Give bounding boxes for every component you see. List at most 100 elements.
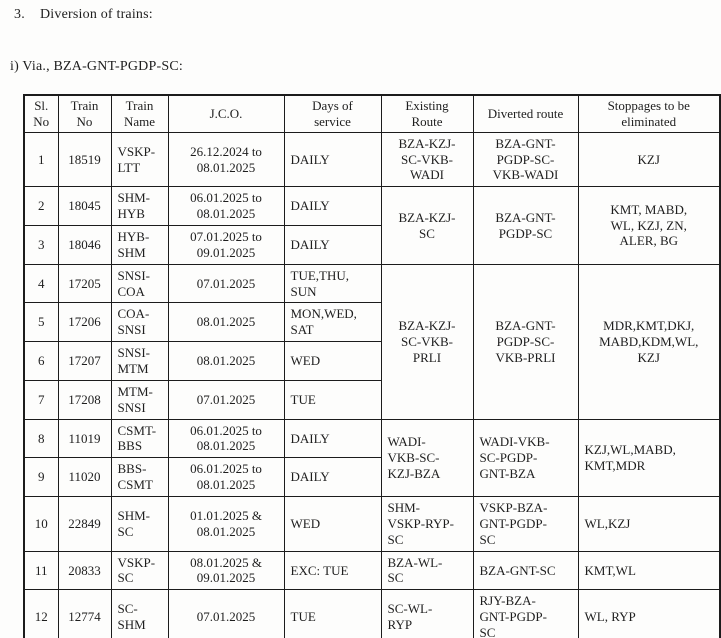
diverted-route-cell: BZA-GNT- PGDP-SC (472, 186, 579, 265)
sl-cell: 1 (23, 131, 59, 188)
train-no-cell: 18045 (57, 186, 112, 227)
days-cell: DAILY (283, 225, 382, 265)
stoppages-cell: KMT,WL (577, 550, 721, 591)
stoppages-cell: WL, RYP (577, 589, 721, 638)
days-cell: DAILY (283, 131, 382, 188)
jco-cell: 01.01.2025 & 08.01.2025 (167, 496, 285, 552)
train-no-cell: 11020 (57, 457, 112, 498)
table-row: 4 17205 SNSI- COA 07.01.2025 TUE,THU, SU… (23, 263, 721, 420)
days-cell: WED (283, 341, 382, 381)
table-row: 7 17208 MTM- SNSI 07.01.2025 TUE (23, 379, 720, 420)
jco-cell: 07.01.2025 (167, 263, 285, 304)
sl-cell: 5 (23, 302, 59, 343)
diverted-route-cell: BZA-GNT- PGDP-SC- VKB-WADI (472, 131, 579, 188)
table-row: 12 12774 SC- SHM 07.01.2025 TUE SC-WL- R… (23, 589, 721, 638)
stoppages-cell: MDR,KMT,DKJ, MABD,KDM,WL, KZJ (577, 263, 721, 420)
table-row: 2 18045 SHM- HYB 06.01.2025 to 08.01.202… (23, 186, 721, 265)
header-train-no: Train No (57, 94, 112, 133)
jco-cell: 07.01.2025 (167, 379, 285, 420)
stoppages-cell: KZJ (577, 131, 721, 188)
train-name-cell: SNSI- MTM (110, 341, 169, 381)
jco-cell: 06.01.2025 to 08.01.2025 (167, 418, 285, 459)
train-name-cell: SC- SHM (110, 589, 169, 638)
existing-route-cell: BZA-KZJ- SC-VKB- PRLI (380, 263, 474, 420)
header-train-name: Train Name (110, 94, 169, 133)
train-name-cell: HYB- SHM (110, 225, 169, 265)
train-no-cell: 22849 (57, 496, 112, 552)
sl-cell: 11 (23, 550, 59, 591)
train-name-cell: BBS- CSMT (110, 457, 169, 498)
train-name-cell: SHM- SC (110, 496, 169, 552)
jco-cell: 08.01.2025 (167, 302, 285, 343)
jco-cell: 26.12.2024 to 08.01.2025 (167, 131, 285, 188)
existing-route-cell: BZA-KZJ- SC-VKB- WADI (380, 131, 474, 188)
table-row: 8 11019 CSMT- BBS 06.01.2025 to 08.01.20… (23, 418, 721, 498)
stoppages-cell: WL,KZJ (577, 496, 721, 552)
train-name-cell: SNSI- COA (110, 263, 169, 304)
existing-route-cell: BZA-KZJ- SC (380, 186, 474, 265)
diverted-route-cell: BZA-GNT- PGDP-SC- VKB-PRLI (472, 263, 579, 420)
sl-cell: 6 (23, 341, 59, 381)
header-row: Sl. No Train No Train Name J.C.O. Days o… (23, 94, 721, 133)
existing-route-cell: SHM- VSKP-RYP- SC (380, 496, 474, 552)
sl-cell: 2 (23, 186, 59, 227)
sl-cell: 8 (23, 418, 59, 459)
days-cell: TUE (283, 379, 382, 420)
table-row: 10 22849 SHM- SC 01.01.2025 & 08.01.2025… (23, 496, 721, 552)
header-existing-route: Existing Route (380, 94, 474, 133)
existing-route-cell: BZA-WL- SC (380, 550, 474, 591)
diverted-route-cell: WADI-VKB- SC-PGDP- GNT-BZA (472, 418, 579, 498)
train-no-cell: 20833 (57, 550, 112, 591)
existing-route-cell: SC-WL- RYP (380, 589, 474, 638)
train-name-cell: SHM- HYB (110, 186, 169, 227)
diverted-route-cell: BZA-GNT-SC (472, 550, 579, 591)
table-row: 1 18519 VSKP- LTT 26.12.2024 to 08.01.20… (23, 131, 721, 188)
jco-cell: 07.01.2025 (167, 589, 285, 638)
train-name-cell: VSKP- SC (110, 550, 169, 591)
train-no-cell: 17205 (57, 263, 112, 304)
section-title: Diversion of trains: (40, 7, 153, 22)
stoppages-cell: KZJ,WL,MABD, KMT,MDR (577, 418, 721, 498)
via-subheading: i) Via., BZA-GNT-PGDP-SC: (10, 59, 183, 74)
train-name-cell: CSMT- BBS (110, 418, 169, 459)
days-cell: WED (283, 496, 382, 552)
days-cell: DAILY (283, 418, 382, 459)
header-stoppages: Stoppages to be eliminated (577, 94, 721, 133)
train-no-cell: 18046 (57, 225, 112, 265)
train-name-cell: MTM- SNSI (110, 379, 169, 420)
sl-cell: 3 (23, 225, 59, 265)
section-number: 3. (14, 7, 25, 22)
days-cell: TUE (283, 589, 382, 638)
table-row: 11 20833 VSKP- SC 08.01.2025 & 09.01.202… (23, 550, 721, 591)
jco-cell: 07.01.2025 to 09.01.2025 (167, 225, 285, 265)
train-no-cell: 17207 (57, 341, 112, 381)
train-no-cell: 17208 (57, 379, 112, 420)
train-name-cell: COA- SNSI (110, 302, 169, 343)
train-name-cell: VSKP- LTT (110, 131, 169, 188)
sl-cell: 7 (23, 379, 59, 420)
sl-cell: 9 (23, 457, 59, 498)
diverted-route-cell: VSKP-BZA- GNT-PGDP- SC (472, 496, 579, 552)
sl-cell: 4 (23, 263, 59, 304)
train-no-cell: 18519 (57, 131, 112, 188)
header-sl-no: Sl. No (23, 94, 59, 133)
section-heading: 3. Diversion of trains: (14, 7, 721, 23)
sl-cell: 12 (23, 589, 59, 638)
table-row: 9 11020 BBS- CSMT 06.01.2025 to 08.01.20… (23, 457, 720, 498)
header-days-of-service: Days of service (283, 94, 382, 133)
sl-cell: 10 (23, 496, 59, 552)
existing-route-cell: WADI- VKB-SC- KZJ-BZA (380, 418, 474, 498)
diverted-route-cell: RJY-BZA- GNT-PGDP- SC (472, 589, 579, 638)
train-no-cell: 17206 (57, 302, 112, 343)
table-row: 3 18046 HYB- SHM 07.01.2025 to 09.01.202… (23, 225, 720, 265)
days-cell: TUE,THU, SUN (283, 263, 382, 304)
jco-cell: 06.01.2025 to 08.01.2025 (167, 186, 285, 227)
jco-cell: 08.01.2025 (167, 341, 285, 381)
stoppages-cell: KMT, MABD, WL, KZJ, ZN, ALER, BG (577, 186, 721, 265)
header-jco: J.C.O. (167, 94, 285, 133)
jco-cell: 06.01.2025 to 08.01.2025 (167, 457, 285, 498)
diversion-table: Sl. No Train No Train Name J.C.O. Days o… (23, 94, 721, 638)
days-cell: DAILY (283, 457, 382, 498)
train-no-cell: 11019 (57, 418, 112, 459)
